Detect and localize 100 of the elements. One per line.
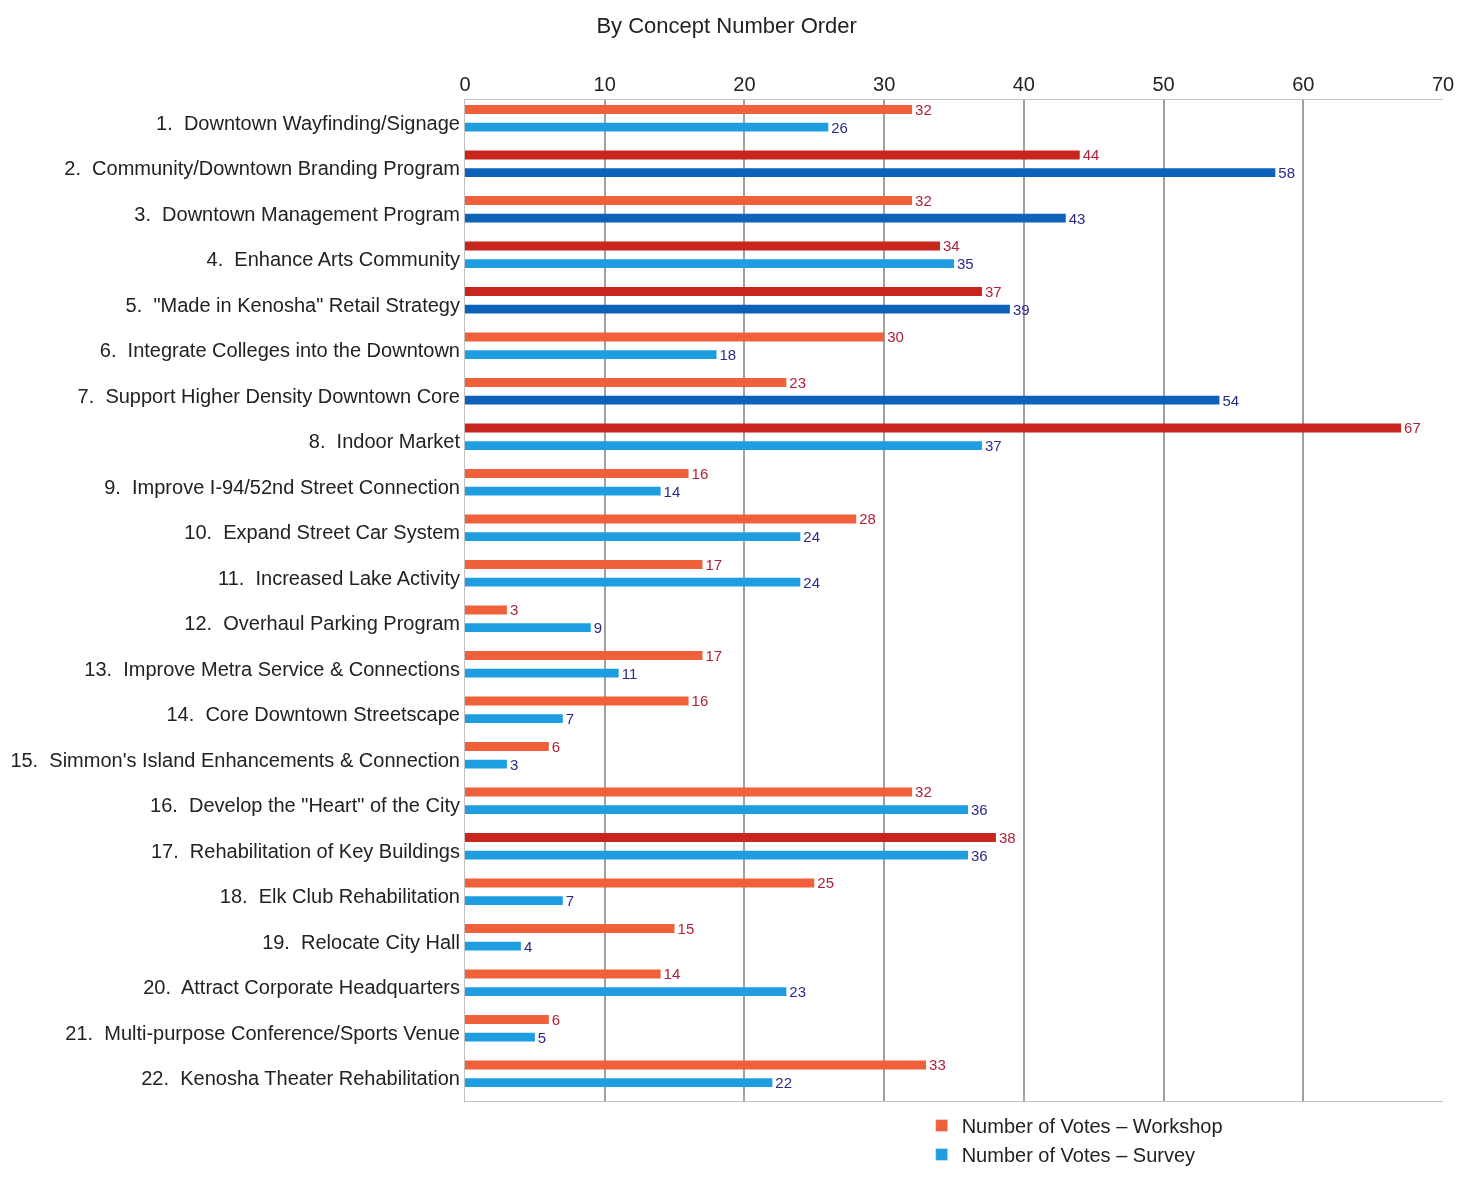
bar — [465, 878, 815, 888]
data-label: 6 — [551, 737, 561, 755]
data-label: 16 — [691, 692, 709, 710]
data-label: 22 — [775, 1074, 793, 1092]
y-tick-label: 9. Improve I-94/52nd Street Connection — [104, 475, 460, 498]
data-label: 54 — [1222, 391, 1240, 409]
y-tick-label: 5. "Made in Kenosha" Retail Strategy — [125, 293, 460, 316]
y-tick-label: 21. Multi-purpose Conference/Sports Venue — [65, 1021, 460, 1044]
bar — [465, 423, 1402, 433]
bar — [465, 196, 913, 205]
bar — [465, 924, 675, 933]
data-label: 44 — [1082, 146, 1100, 164]
data-label: 37 — [984, 437, 1002, 455]
bar — [465, 304, 1010, 314]
y-tick-label: 6. Integrate Colleges into the Downtown — [99, 339, 460, 362]
bar — [465, 168, 1276, 178]
y-tick-label: 1. Downtown Wayfinding/Signage — [156, 111, 460, 134]
x-tick-label: 60 — [1292, 73, 1315, 95]
bar — [465, 469, 689, 478]
legend-label: Number of Votes – Survey — [961, 1144, 1196, 1167]
data-label: 18 — [719, 346, 737, 364]
y-tick-label: 19. Relocate City Hall — [262, 930, 460, 953]
bar — [465, 1060, 927, 1070]
data-label: 36 — [970, 801, 988, 819]
data-label: 43 — [1068, 209, 1086, 227]
bar — [465, 651, 703, 660]
y-tick-label: 17. Rehabilitation of Key Buildings — [150, 839, 460, 862]
bar — [465, 514, 857, 524]
data-label: 39 — [1012, 300, 1030, 318]
data-label: 9 — [593, 619, 603, 637]
y-tick-label: 15. Simmon's Island Enhancements & Connection — [10, 748, 460, 771]
data-label: 23 — [789, 983, 807, 1001]
x-tick-label: 50 — [1152, 73, 1175, 95]
bar — [465, 987, 787, 997]
data-label: 17 — [705, 646, 723, 664]
data-label: 3 — [509, 755, 519, 773]
bar — [465, 150, 1080, 160]
bar — [465, 213, 1066, 223]
y-tick-label: 2. Community/Downtown Branding Program — [64, 157, 460, 180]
y-tick-label: 7. Support Higher Density Downtown Core — [77, 384, 460, 407]
y-tick-label: 22. Kenosha Theater Rehabilitation — [141, 1067, 460, 1090]
bar — [465, 941, 521, 951]
y-tick-label: 10. Expand Street Car System — [184, 521, 460, 544]
bar — [465, 605, 507, 615]
bar — [465, 742, 549, 751]
data-label: 5 — [537, 1028, 547, 1046]
data-label: 15 — [677, 919, 695, 937]
data-label: 32 — [915, 191, 932, 209]
data-label: 25 — [817, 874, 834, 892]
data-label: 17 — [705, 555, 723, 573]
data-label: 3 — [509, 601, 519, 619]
data-label: 16 — [691, 464, 709, 482]
y-tick-label: 14. Core Downtown Streetscape — [166, 703, 460, 726]
data-label: 34 — [943, 237, 960, 255]
data-label: 7 — [565, 710, 575, 728]
y-tick-label: 11. Increased Lake Activity — [218, 566, 460, 589]
data-label: 67 — [1404, 419, 1421, 437]
data-label: 35 — [957, 255, 974, 273]
data-label: 24 — [803, 573, 820, 591]
x-tick-label: 20 — [733, 73, 756, 95]
bar — [465, 486, 661, 496]
bar — [465, 623, 591, 633]
data-label: 14 — [663, 965, 681, 983]
y-tick-label: 18. Elk Club Rehabilitation — [219, 885, 460, 908]
bar — [465, 668, 619, 678]
bar — [465, 1078, 773, 1088]
bar — [465, 805, 968, 815]
data-label: 28 — [859, 510, 876, 528]
data-label: 7 — [565, 892, 575, 910]
bar — [465, 1032, 535, 1042]
bar — [465, 833, 996, 842]
bar — [465, 287, 982, 296]
x-tick-label: 70 — [1431, 73, 1455, 95]
data-label: 26 — [831, 118, 848, 136]
y-tick-label: 3. Downtown Management Program — [134, 202, 460, 225]
data-label: 37 — [984, 282, 1002, 300]
y-tick-label: 16. Develop the "Heart" of the City — [150, 794, 460, 817]
chart-title: By Concept Number Order — [596, 13, 857, 39]
bar — [465, 969, 661, 979]
data-label: 36 — [970, 846, 988, 864]
y-tick-label: 4. Enhance Arts Community — [206, 248, 460, 271]
data-label: 38 — [998, 828, 1016, 846]
data-label: 4 — [523, 937, 533, 955]
data-label: 24 — [803, 528, 820, 546]
y-tick-label: 8. Indoor Market — [308, 430, 461, 453]
data-label: 58 — [1278, 164, 1296, 182]
y-tick-label: 12. Overhaul Parking Program — [184, 612, 460, 635]
bar — [465, 696, 689, 706]
bar — [465, 332, 885, 342]
bar — [465, 850, 968, 860]
bar — [465, 714, 563, 724]
x-tick-label: 10 — [593, 73, 616, 95]
data-label: 32 — [915, 100, 932, 118]
bar — [465, 259, 954, 269]
bar — [465, 787, 913, 797]
data-label: 23 — [789, 373, 807, 391]
bar — [465, 560, 703, 569]
bar — [465, 577, 801, 587]
y-tick-label: 13. Improve Metra Service & Connections — [84, 657, 460, 680]
data-label: 30 — [887, 328, 904, 346]
